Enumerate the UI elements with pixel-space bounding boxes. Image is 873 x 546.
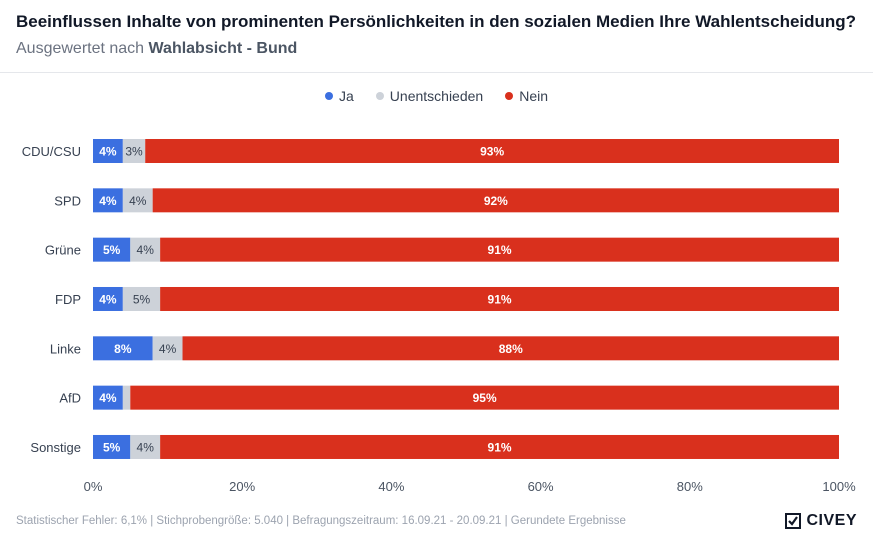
- data-label-ja: 5%: [103, 440, 121, 454]
- bar-segment-nein: [160, 286, 839, 311]
- legend-label-nein: Nein: [519, 88, 548, 104]
- bar-segment-unentschieden: [130, 237, 161, 262]
- x-tick-label: 60%: [528, 479, 554, 494]
- x-tick-label: 80%: [677, 479, 703, 494]
- bar-segment-nein: [182, 336, 839, 361]
- data-label-nein: 92%: [484, 194, 508, 208]
- bar-segment-ja: [93, 139, 123, 163]
- civey-logo[interactable]: CIVEY: [784, 512, 857, 530]
- data-label-ja: 4%: [99, 194, 117, 208]
- bar-segment-unentschieden: [122, 188, 153, 213]
- data-label-nein: 91%: [488, 440, 512, 454]
- data-label-nein: 93%: [480, 145, 504, 159]
- chart-title: Beeinflussen Inhalte von prominenten Per…: [16, 12, 857, 31]
- data-label-nein: 91%: [488, 243, 512, 257]
- bar-segment-unentschieden: [122, 286, 161, 311]
- civey-logo-icon: [785, 513, 802, 529]
- category-label: AfD: [59, 391, 81, 406]
- bar-segment-ja: [93, 188, 123, 213]
- bar-segment-unentschieden: [130, 434, 161, 459]
- category-label: Sonstige: [30, 440, 81, 455]
- bar-segment-ja: [93, 434, 131, 459]
- data-label-unentschieden: 5%: [133, 292, 151, 306]
- bar-segment-ja: [93, 385, 123, 410]
- legend-item-unentschieden[interactable]: Unentschieden: [375, 88, 484, 104]
- data-label-nein: 91%: [488, 292, 512, 306]
- chart-footer: Statistischer Fehler: 6,1% | Stichproben…: [16, 515, 626, 527]
- category-label: Grüne: [45, 243, 81, 258]
- subtitle-group: Wahlabsicht - Bund: [148, 40, 298, 57]
- bar-segment-ja: [93, 286, 123, 311]
- legend-item-ja[interactable]: Ja: [325, 88, 354, 104]
- legend-dot-unentschieden: [375, 92, 384, 100]
- bar-segment-unentschieden: [152, 336, 183, 361]
- x-tick-label: 20%: [229, 479, 255, 494]
- data-label-nein: 88%: [499, 342, 523, 356]
- data-label-unentschieden: 3%: [125, 145, 143, 159]
- category-label: CDU/CSU: [22, 144, 81, 159]
- legend-label-unentschieden: Unentschieden: [389, 88, 484, 104]
- data-label-ja: 4%: [99, 292, 117, 306]
- legend-item-nein[interactable]: Nein: [505, 88, 548, 104]
- bar-segment-nein: [145, 139, 840, 163]
- category-label: SPD: [54, 193, 81, 208]
- data-label-nein: 95%: [473, 391, 497, 405]
- bar-segment-nein: [160, 237, 839, 262]
- legend-dot-nein: [505, 92, 514, 100]
- legend-dot-ja: [325, 92, 333, 100]
- x-tick-label: 100%: [822, 479, 856, 494]
- data-label-unentschieden: 4%: [159, 342, 177, 356]
- data-label-ja: 8%: [114, 342, 132, 356]
- data-label-ja: 4%: [99, 145, 117, 159]
- bar-segment-nein: [152, 188, 839, 213]
- chart-legend: Ja Unentschieden Nein: [0, 88, 873, 104]
- x-tick-label: 0%: [84, 479, 103, 494]
- legend-label-ja: Ja: [339, 88, 354, 104]
- bar-segment-ja: [93, 237, 131, 262]
- data-label-unentschieden: 4%: [137, 243, 155, 257]
- bar-segment-ja: [93, 336, 153, 361]
- chart-header: Beeinflussen Inhalte von prominenten Per…: [0, 0, 873, 73]
- x-tick-label: 40%: [378, 479, 404, 494]
- category-label: Linke: [50, 341, 81, 356]
- bar-segment-unentschieden: [122, 139, 146, 163]
- bar-segment-nein: [130, 385, 840, 410]
- data-label-unentschieden: 4%: [137, 440, 155, 454]
- category-label: FDP: [55, 292, 81, 307]
- bar-segment-unentschieden: [122, 385, 131, 410]
- subtitle-prefix: Ausgewertet nach: [16, 40, 145, 57]
- civey-logo-text: CIVEY: [806, 512, 857, 529]
- chart-subtitle: Ausgewertet nach Wahlabsicht - Bund: [16, 40, 297, 58]
- data-label-unentschieden: 4%: [129, 194, 147, 208]
- bar-segment-nein: [160, 434, 839, 459]
- data-label-ja: 4%: [99, 391, 117, 405]
- data-label-ja: 5%: [103, 243, 121, 257]
